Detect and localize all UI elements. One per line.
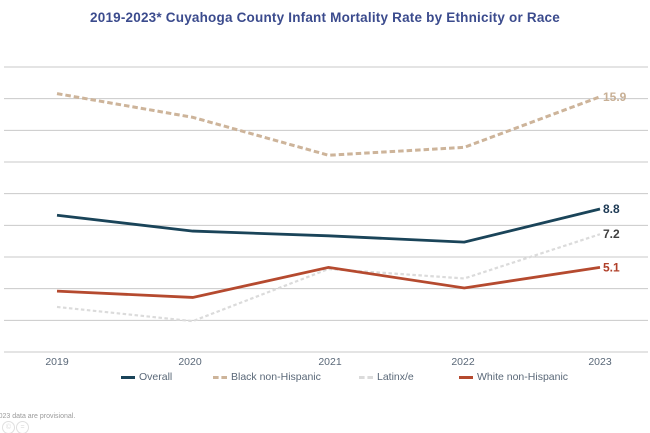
legend-item-white-non-hispanic: White non-Hispanic: [459, 370, 568, 384]
data-label-7.2: 7.2: [603, 227, 620, 241]
legend-label: White non-Hispanic: [477, 371, 569, 383]
legend-item-overall: Overall: [121, 370, 172, 384]
copyright-circle-icon: ©: [2, 421, 15, 433]
x-axis-label-2023: 2023: [588, 356, 612, 368]
legend-item-black-non-hispanic: Black non-Hispanic: [213, 370, 321, 384]
x-axis-label-2022: 2022: [451, 356, 475, 368]
license-circle-icon: =: [16, 421, 29, 433]
series-line-latinx-e: [56, 233, 601, 323]
footnote: *2023 data are provisional.: [0, 413, 76, 420]
legend-swatch-icon: [459, 375, 473, 379]
chart-legend: Overall Black non-Hispanic Latinx/e White n…: [0, 370, 650, 386]
data-label-8.8: 8.8: [603, 202, 620, 216]
legend-item-latinx-e: Latinx/e: [359, 370, 414, 384]
x-axis-label-2019: 2019: [45, 356, 69, 368]
chart-title: 2019-2023* Cuyahoga County Infant Mortal…: [90, 10, 560, 25]
data-label-15.9: 15.9: [603, 90, 627, 104]
x-axis-label-2021: 2021: [318, 356, 342, 368]
legend-swatch-icon: [121, 375, 135, 379]
legend-label: Black non-Hispanic: [231, 371, 321, 383]
series-line-black-non-hispanic: [56, 92, 601, 157]
x-axis-label-2020: 2020: [178, 356, 202, 368]
legend-label: Latinx/e: [377, 371, 414, 383]
data-label-5.1: 5.1: [603, 260, 620, 274]
series-line-overall: [56, 207, 601, 244]
legend-swatch-icon: [359, 375, 373, 379]
series-line-white-non-hispanic: [56, 265, 601, 299]
legend-label: Overall: [139, 371, 173, 383]
x-axis-labels: 2019 2020 2021 2022 2023: [0, 356, 650, 370]
legend-swatch-icon: [213, 375, 227, 379]
